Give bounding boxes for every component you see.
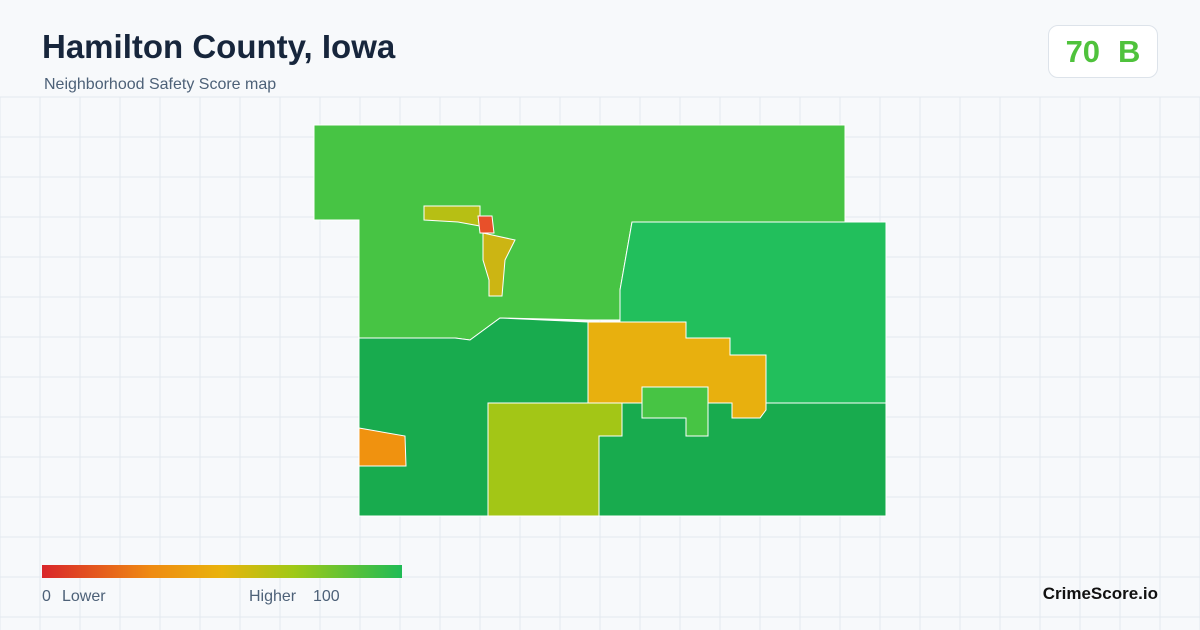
grade: B bbox=[1118, 33, 1141, 69]
region bbox=[598, 402, 887, 517]
legend-gradient bbox=[42, 565, 402, 578]
region bbox=[482, 232, 516, 297]
legend-min: 0 bbox=[42, 588, 51, 605]
region bbox=[423, 205, 481, 227]
subtitle: Neighborhood Safety Score map bbox=[44, 76, 277, 93]
region bbox=[641, 386, 709, 437]
legend-min-label: Lower bbox=[62, 588, 106, 605]
brand: CrimeScore.io bbox=[1042, 584, 1158, 603]
legend-max-label: Higher bbox=[249, 588, 297, 605]
score: 70 bbox=[1065, 33, 1101, 69]
legend-max: 100 bbox=[313, 588, 340, 605]
regions bbox=[313, 124, 887, 517]
region bbox=[477, 215, 495, 234]
region bbox=[358, 427, 407, 467]
score-badge: 70 B bbox=[1048, 25, 1158, 78]
title: Hamilton County, Iowa bbox=[42, 28, 396, 65]
